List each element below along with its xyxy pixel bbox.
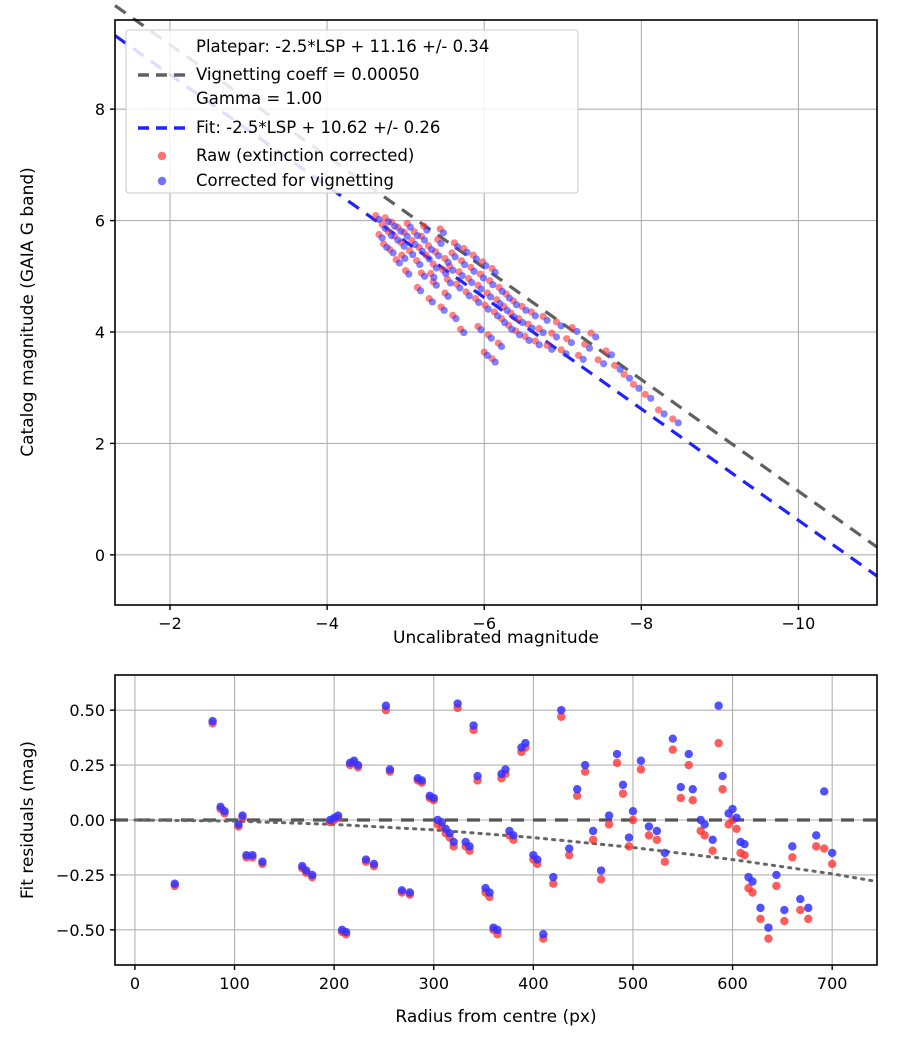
bottom-ytick-label: 0.00 [69, 811, 105, 830]
top-xtick-label: −6 [472, 614, 496, 633]
bottom-panel-fit-residuals: 0 100 200 300 400 500 600 700 −0.50 −0.25 0.00 0.25… [18, 674, 879, 1027]
bottom-ytick-label: −0.25 [56, 866, 105, 885]
top-panel-ylabel: Catalog magnitude (GAIA G band) [18, 167, 38, 457]
bottom-xtick-label: 200 [319, 974, 350, 993]
legend-label: Fit: -2.5*LSP + 10.62 +/- 0.26 [196, 118, 440, 137]
top-ytick-label: 8 [95, 100, 105, 119]
legend-label: Platepar: -2.5*LSP + 11.16 +/- 0.34 [196, 37, 489, 56]
bottom-panel-xlabel: Radius from centre (px) [395, 1007, 596, 1027]
bottom-panel-reference-lines [115, 818, 879, 884]
top-xtick-label: −2 [158, 614, 182, 633]
legend-label: Raw (extinction corrected) [196, 146, 414, 165]
legend-label: Gamma = 1.00 [196, 89, 322, 108]
top-xtick-label: −8 [630, 614, 654, 633]
top-panel-tick-labels: −2 −4 −6 −8 −10 0 2 4 6 8 [95, 100, 816, 633]
top-panel-xlabel: Uncalibrated magnitude [393, 628, 599, 648]
top-xtick-label: −10 [782, 614, 816, 633]
bottom-xtick-label: 600 [717, 974, 748, 993]
legend-label: Vignetting coeff = 0.00050 [196, 65, 420, 84]
top-ytick-label: 2 [95, 434, 105, 453]
bottom-xtick-label: 700 [817, 974, 848, 993]
bottom-panel-raw-points [170, 703, 837, 943]
bottom-ytick-label: −0.50 [56, 921, 105, 940]
bottom-panel-corrected-points [170, 699, 837, 939]
top-xtick-label: −4 [315, 614, 339, 633]
bottom-panel-tick-labels: 0 100 200 300 400 500 600 700 −0.50 −0.25 0.00 0.25… [56, 701, 847, 993]
legend-background [125, 29, 579, 194]
bottom-xtick-label: 400 [518, 974, 549, 993]
top-panel-corrected-points [375, 215, 682, 427]
legend-entry-group: Platepar: -2.5*LSP + 11.16 +/- 0.34 Vigne… [138, 37, 489, 190]
bottom-xtick-label: 100 [219, 974, 250, 993]
top-panel-ticks [110, 108, 800, 610]
legend-label: Corrected for vignetting [196, 171, 394, 190]
top-ytick-label: 6 [95, 212, 105, 231]
top-ytick-label: 0 [95, 546, 105, 565]
bottom-ytick-label: 0.50 [69, 701, 105, 720]
top-ytick-label: 4 [95, 323, 105, 342]
bottom-ytick-label: 0.25 [69, 756, 105, 775]
bottom-panel-ticks [110, 709, 833, 970]
top-panel-legend[interactable]: Platepar: -2.5*LSP + 11.16 +/- 0.34 Vigne… [125, 29, 579, 194]
bottom-xtick-label: 500 [618, 974, 649, 993]
bottom-xtick-label: 0 [130, 974, 140, 993]
bottom-xtick-label: 300 [418, 974, 449, 993]
bottom-panel-ylabel: Fit residuals (mag) [18, 741, 38, 899]
top-panel-frame [114, 19, 878, 606]
